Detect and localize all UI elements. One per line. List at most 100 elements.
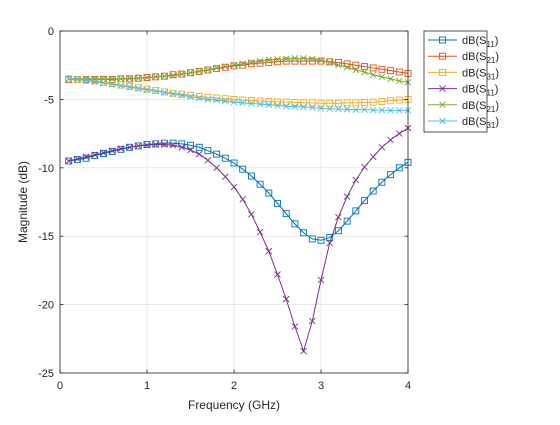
data-point	[248, 210, 255, 218]
data-point	[221, 97, 229, 105]
data-point	[117, 145, 125, 152]
data-point	[108, 147, 116, 155]
data-point	[395, 164, 403, 172]
data-point	[204, 93, 212, 101]
data-point	[213, 164, 220, 172]
legend-label: dB(S21)	[462, 100, 499, 114]
data-point	[100, 79, 107, 87]
data-point	[300, 55, 307, 62]
data-point	[317, 236, 325, 244]
data-point	[178, 91, 186, 99]
data-point	[387, 171, 395, 179]
legend-items: dB(S11) dB(S21) dB(S31) dB(S11) dB(S21) dB(S3…	[428, 35, 499, 130]
data-point	[282, 98, 290, 106]
data-point	[343, 105, 351, 113]
data-point	[317, 57, 325, 64]
data-point	[308, 55, 316, 63]
data-point	[195, 92, 203, 100]
data-point	[160, 139, 168, 147]
series-line	[68, 127, 409, 353]
data-point	[387, 75, 394, 83]
data-point	[291, 103, 299, 110]
data-point	[256, 180, 264, 188]
series-4	[65, 124, 412, 355]
y-tick-label: -5	[44, 94, 54, 106]
data-point	[326, 105, 334, 113]
data-point	[326, 59, 334, 66]
data-point	[352, 207, 360, 215]
data-point	[335, 213, 342, 221]
data-point	[82, 154, 90, 162]
data-point	[152, 141, 160, 148]
data-point	[378, 98, 386, 105]
data-point	[274, 98, 281, 106]
data-point	[213, 96, 220, 104]
data-point	[221, 154, 229, 162]
data-point	[117, 82, 125, 90]
data-point	[195, 143, 203, 151]
data-point	[326, 99, 334, 107]
data-point	[395, 96, 403, 104]
data-point	[274, 55, 281, 63]
legend-label: dB(S31)	[462, 67, 499, 81]
data-point	[300, 103, 307, 111]
data-point	[369, 98, 377, 106]
data-point	[195, 150, 203, 158]
data-point	[308, 99, 316, 107]
data-point	[387, 67, 395, 75]
data-point	[387, 136, 394, 144]
y-tick-label: -25	[38, 368, 54, 380]
legend-label: dB(S11)	[462, 84, 498, 98]
data-point	[256, 100, 264, 108]
x-tick-label: 4	[405, 380, 411, 392]
data-point	[230, 98, 238, 106]
x-tick-label: 3	[318, 380, 324, 392]
series-line	[68, 57, 409, 83]
data-point	[282, 295, 290, 303]
y-tick-label: 0	[48, 26, 54, 38]
y-tick-label: -10	[38, 163, 54, 175]
data-point	[334, 227, 342, 235]
data-point	[352, 176, 360, 184]
data-point	[343, 193, 351, 200]
data-point	[169, 72, 177, 79]
data-point	[395, 130, 403, 137]
data-point	[361, 106, 368, 113]
data-point	[352, 61, 360, 69]
data-point	[161, 72, 168, 80]
data-point	[291, 220, 299, 228]
data-point	[187, 69, 194, 77]
legend-marker	[439, 36, 446, 44]
legend-entry: dB(S21)	[428, 51, 499, 65]
data-point	[308, 235, 316, 243]
data-point	[265, 56, 273, 64]
data-point	[187, 91, 194, 99]
data-point	[308, 317, 316, 325]
data-point	[178, 70, 186, 78]
data-point	[334, 99, 342, 107]
data-point	[169, 139, 177, 147]
data-point	[256, 57, 264, 65]
legend-label: dB(S31)	[462, 116, 499, 130]
data-point	[387, 97, 395, 105]
data-point	[300, 229, 308, 237]
y-tick-label: -15	[38, 231, 54, 243]
legend-entry: dB(S31)	[428, 67, 499, 81]
data-point	[300, 99, 308, 107]
data-point	[221, 173, 229, 181]
data-point	[265, 247, 273, 255]
data-point	[65, 157, 73, 165]
x-tick-label: 0	[57, 380, 63, 392]
data-point	[143, 74, 151, 81]
data-point	[204, 147, 212, 155]
data-point	[361, 197, 368, 205]
data-point	[239, 99, 247, 107]
data-point	[300, 347, 307, 355]
legend-marker	[439, 101, 446, 109]
data-point	[143, 86, 151, 94]
data-point	[247, 172, 255, 180]
data-point	[361, 98, 368, 106]
series-line	[68, 78, 409, 104]
data-point	[204, 96, 212, 103]
